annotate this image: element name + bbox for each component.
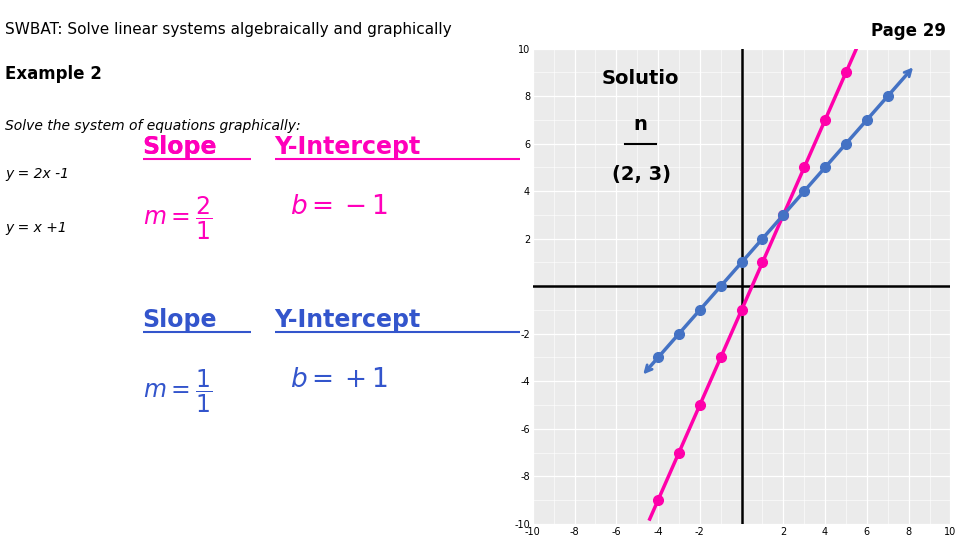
Text: Slope: Slope	[142, 135, 217, 159]
Text: n: n	[634, 114, 648, 134]
Text: $b = +1$: $b = +1$	[291, 367, 388, 393]
Text: $m = \dfrac{1}{1}$: $m = \dfrac{1}{1}$	[142, 367, 211, 415]
Text: Solve the system of equations graphically:: Solve the system of equations graphicall…	[6, 119, 300, 133]
Text: Slope: Slope	[142, 135, 217, 159]
Text: y = x +1: y = x +1	[6, 221, 67, 235]
Text: (2, 3): (2, 3)	[612, 165, 671, 184]
Text: Y-Intercept: Y-Intercept	[275, 308, 420, 332]
Text: Example 2: Example 2	[6, 65, 102, 83]
Text: $m = \dfrac{2}{1}$: $m = \dfrac{2}{1}$	[142, 194, 211, 242]
Text: Page 29: Page 29	[871, 22, 946, 39]
Text: Y-Intercept: Y-Intercept	[275, 135, 420, 159]
Text: Slope: Slope	[142, 308, 217, 332]
Text: $b = -1$: $b = -1$	[291, 194, 388, 220]
Text: y = 2x -1: y = 2x -1	[6, 167, 69, 181]
Text: Solutio: Solutio	[602, 69, 680, 89]
Text: SWBAT: Solve linear systems algebraically and graphically: SWBAT: Solve linear systems algebraicall…	[6, 22, 452, 37]
